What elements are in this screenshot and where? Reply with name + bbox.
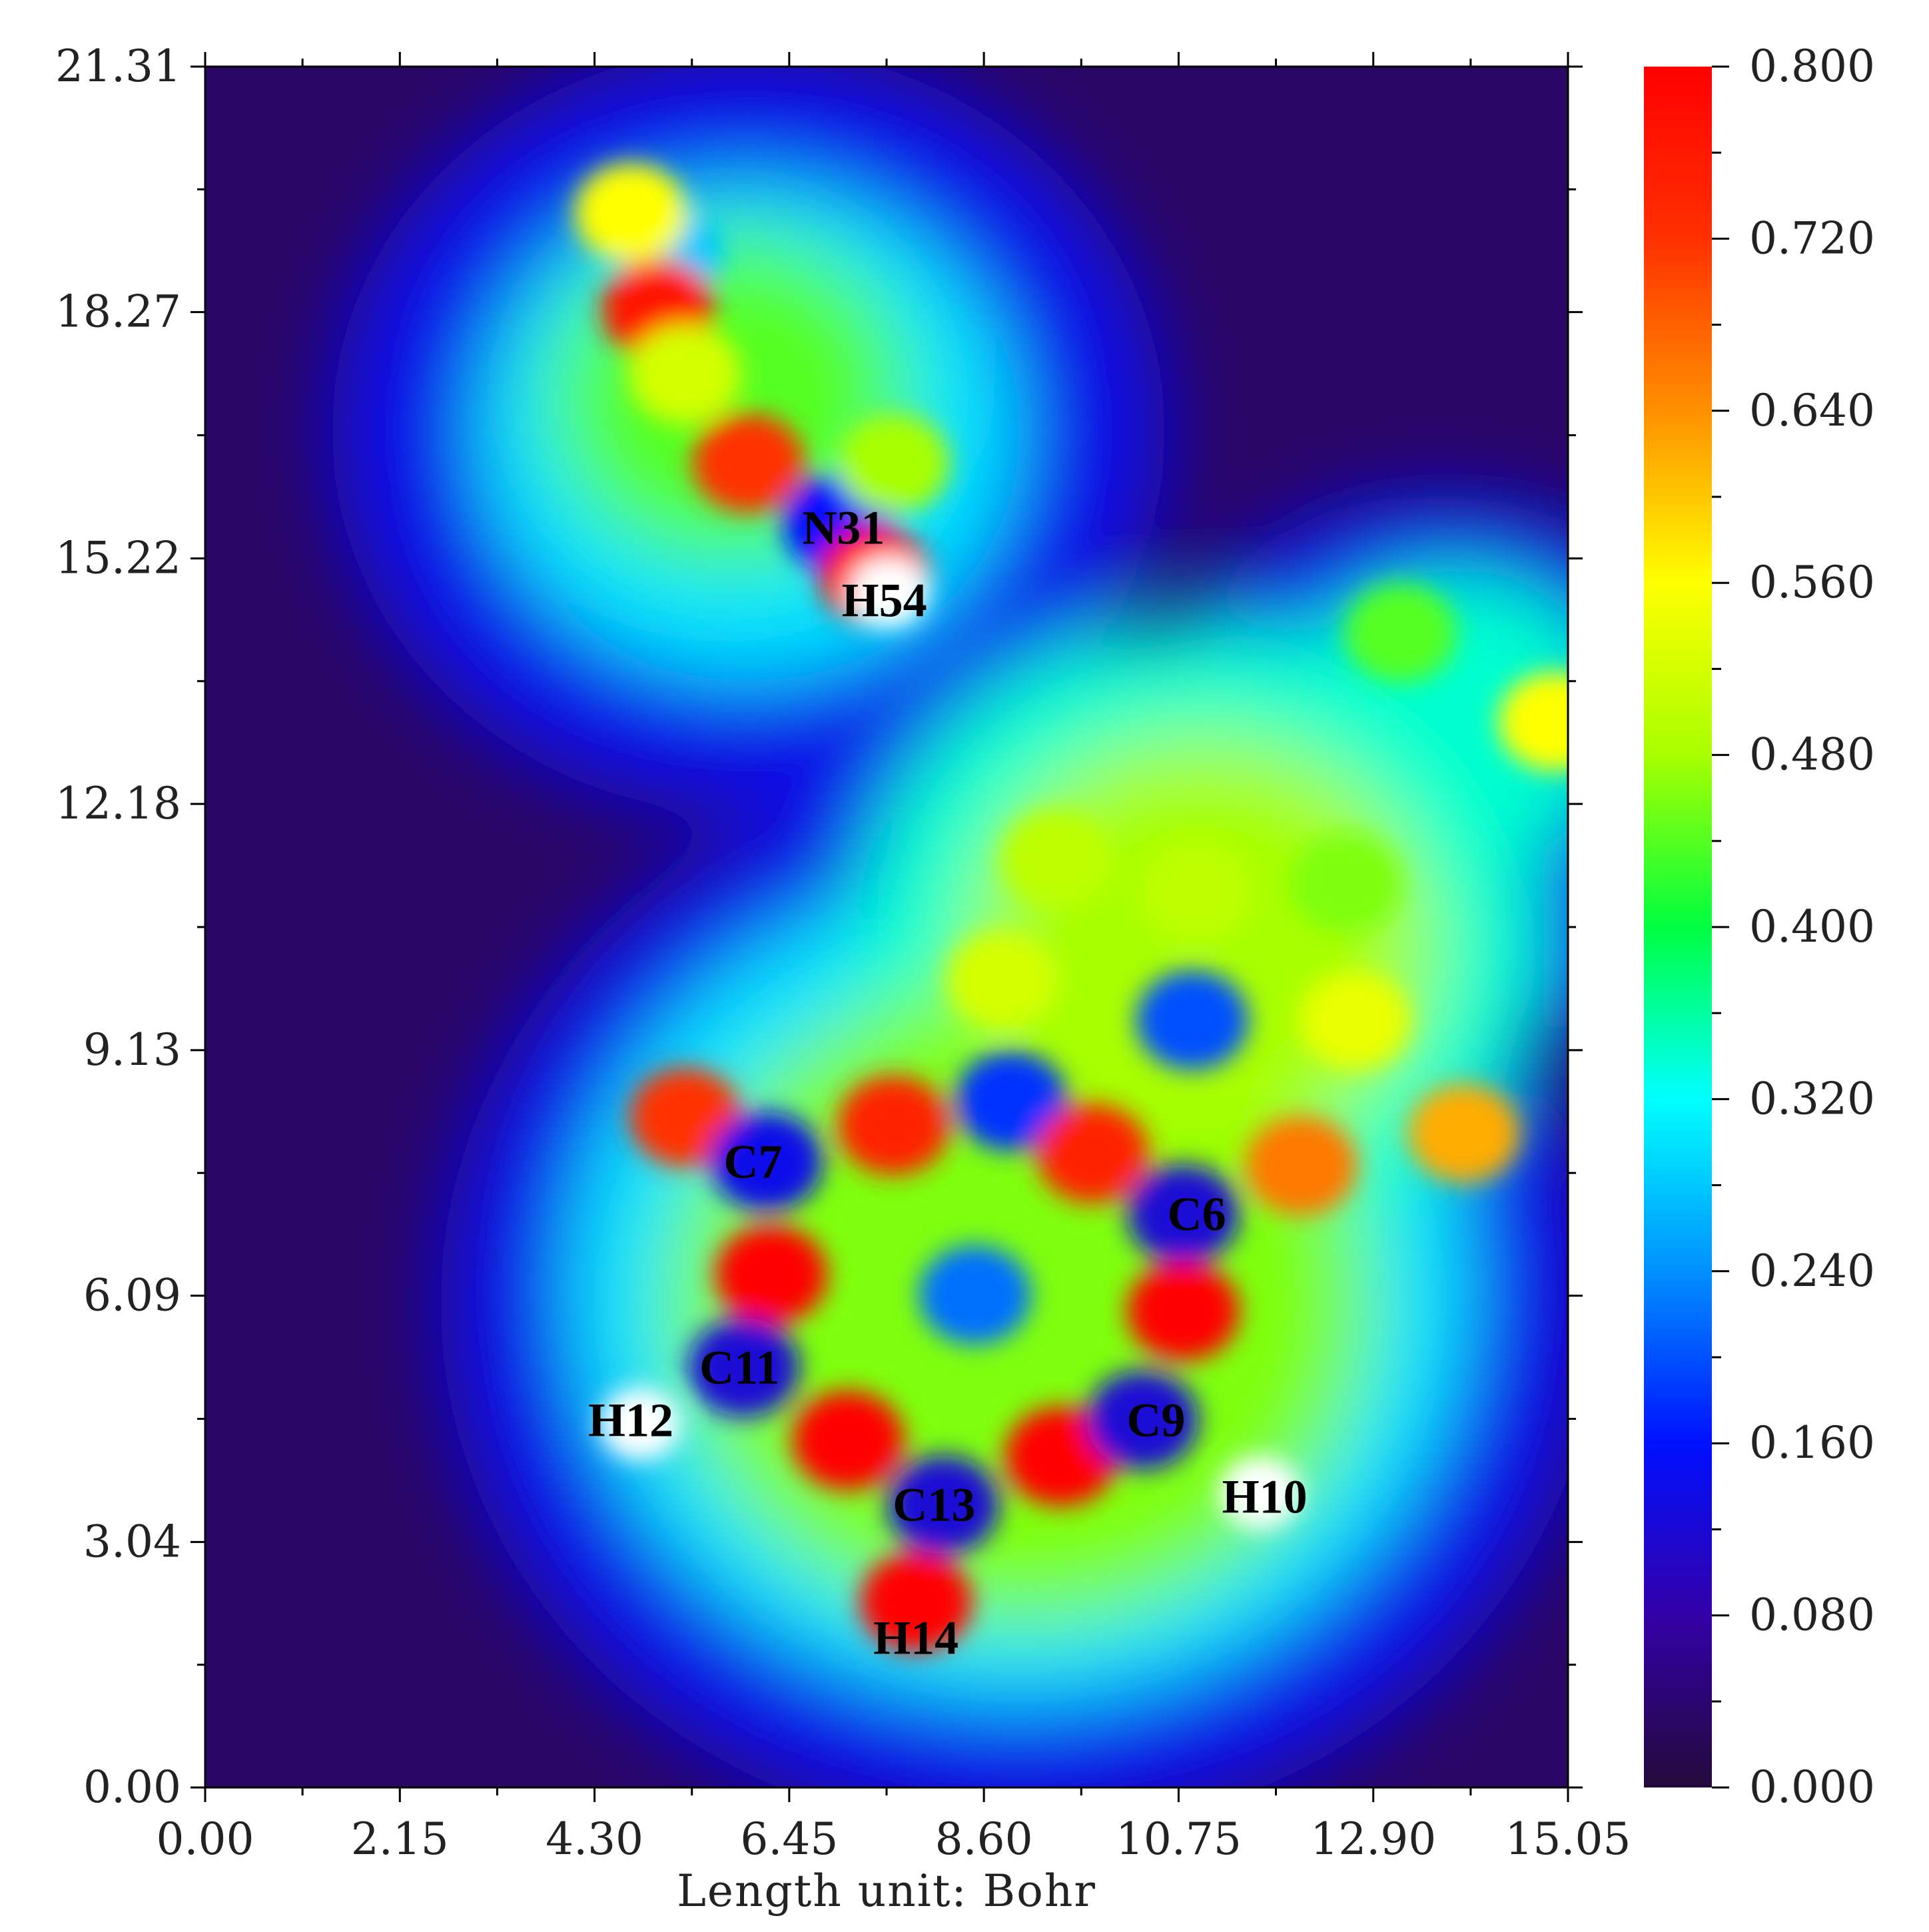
atom-label-c9: C9 — [1126, 1393, 1185, 1447]
x-tick-label: 15.05 — [1505, 1813, 1631, 1865]
colorbar-tick-label: 0.400 — [1749, 901, 1875, 952]
atom-label-h14: H14 — [873, 1612, 959, 1665]
density-feature-30 — [791, 1390, 905, 1490]
x-axis-title: Length unit: Bohr — [677, 1865, 1096, 1917]
density-feature-26 — [1126, 1261, 1240, 1361]
density-feature-11 — [1000, 808, 1113, 909]
atom-labels: N31 H54 C7 C6 C11 H12 C9 C13 H10 H14 — [588, 501, 1308, 1664]
density-feature-22 — [1407, 1084, 1520, 1183]
y-tick-label: 3.04 — [83, 1516, 181, 1567]
x-tick-label: 12.90 — [1310, 1813, 1436, 1865]
atom-label-h12: H12 — [588, 1393, 673, 1447]
density-feature-4 — [692, 413, 805, 513]
atom-label-c11: C11 — [699, 1341, 779, 1394]
plot-area — [205, 67, 1568, 1787]
x-tick-label: 4.30 — [546, 1813, 643, 1865]
density-feature-29 — [599, 1387, 681, 1460]
density-feature-21 — [1244, 1116, 1357, 1216]
density-feature-19 — [837, 1075, 950, 1175]
density-feature-3 — [629, 324, 741, 424]
density-feature-20 — [1036, 1104, 1149, 1203]
density-feature-7 — [848, 556, 930, 629]
density-feature-34 — [1219, 1456, 1301, 1529]
colorbar-tick-label: 0.720 — [1749, 212, 1875, 264]
y-tick-label: 9.13 — [83, 1024, 181, 1076]
x-tick-label: 2.15 — [351, 1813, 449, 1865]
density-feature-8 — [837, 413, 950, 513]
colorbar-tick-label: 0.080 — [1749, 1590, 1875, 1641]
x-tick-label: 0.00 — [157, 1813, 254, 1865]
density-feature-32 — [1086, 1370, 1199, 1470]
density-feature-2 — [574, 162, 687, 263]
y-tick-label: 12.18 — [55, 778, 181, 829]
axes: 0.00 2.15 4.30 6.45 8.60 10.75 12.90 15.05 0.00 3… — [55, 41, 1631, 1865]
density-feature-12 — [1140, 841, 1253, 941]
density-feature-33 — [887, 1454, 1000, 1555]
density-features — [574, 162, 1568, 1652]
colorbar-tick-label: 0.320 — [1749, 1073, 1875, 1124]
y-tick-label: 21.31 — [55, 41, 181, 92]
x-tick-label: 6.45 — [740, 1813, 838, 1865]
density-feature-24 — [1126, 1164, 1240, 1264]
atom-label-c7: C7 — [723, 1135, 782, 1188]
colorbar-tick-label: 0.240 — [1749, 1245, 1875, 1297]
density-feature-10 — [1498, 671, 1568, 772]
x-tick-label: 8.60 — [935, 1813, 1033, 1865]
density-feature-35 — [859, 1552, 972, 1652]
atom-label-h10: H10 — [1222, 1470, 1308, 1523]
density-feature-9 — [1344, 583, 1457, 683]
density-feature-13 — [1290, 833, 1403, 933]
density-feature-18 — [629, 1067, 741, 1167]
y-tick-label: 18.27 — [55, 286, 181, 338]
y-tick-label: 0.00 — [83, 1762, 181, 1813]
x-tick-label: 10.75 — [1116, 1813, 1242, 1865]
density-feature-27 — [919, 1245, 1031, 1345]
colorbar-gradient — [1644, 67, 1712, 1787]
atom-label-n31: N31 — [802, 501, 885, 554]
density-feature-14 — [946, 930, 1058, 1030]
y-tick-label: 15.22 — [55, 532, 181, 583]
colorbar-tick-label: 0.160 — [1749, 1417, 1875, 1468]
atom-label-h54: H54 — [842, 574, 927, 627]
density-feature-28 — [687, 1317, 801, 1418]
atom-label-c13: C13 — [893, 1478, 975, 1532]
y-tick-label: 6.09 — [83, 1270, 181, 1321]
density-feature-17 — [955, 1051, 1068, 1151]
colorbar-tick-label: 0.560 — [1749, 557, 1875, 608]
density-feature-25 — [715, 1225, 827, 1325]
colorbar-tick-label: 0.640 — [1749, 385, 1875, 436]
atom-label-c6: C6 — [1168, 1187, 1226, 1241]
colorbar: 0.000 0.080 0.160 0.240 0.320 0.400 0.480 0.560… — [1644, 41, 1875, 1813]
density-feature-23 — [710, 1112, 823, 1212]
colorbar-tick-label: 0.000 — [1749, 1762, 1875, 1813]
colorbar-tick-label: 0.480 — [1749, 729, 1875, 781]
density-feature-16 — [1136, 970, 1249, 1070]
colorbar-tick-label: 0.800 — [1749, 41, 1875, 92]
density-feature-15 — [1299, 970, 1411, 1070]
